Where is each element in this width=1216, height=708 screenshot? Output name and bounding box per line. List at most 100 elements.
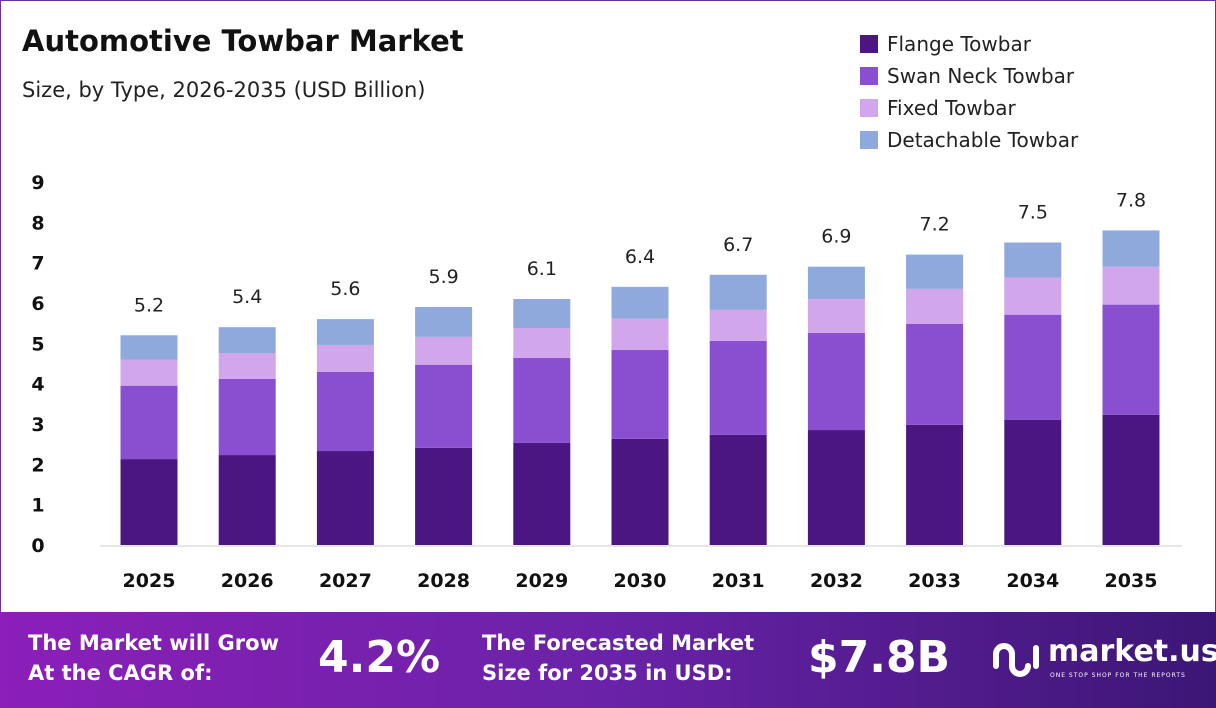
logo-icon (993, 643, 1039, 677)
logo-tagline: ONE STOP SHOP FOR THE REPORTS (1050, 672, 1186, 679)
y-tick-label: 5 (31, 333, 44, 355)
bar-segment (1102, 266, 1160, 305)
y-tick-label: 4 (31, 374, 44, 396)
bar-segment (906, 288, 964, 324)
bar-segment (120, 335, 178, 360)
bar-segment (316, 371, 374, 452)
bar-segment (1004, 419, 1062, 545)
bar-segment (1004, 242, 1062, 278)
legend-item: Swan Neck Towbar (860, 60, 1078, 92)
bar-segment (709, 340, 767, 435)
y-tick-label: 7 (31, 253, 44, 275)
bar-segment (709, 309, 767, 341)
bar-segment (807, 332, 865, 431)
bar-segment (218, 327, 276, 354)
legend: Flange Towbar Swan Neck Towbar Fixed Towba… (860, 28, 1078, 156)
legend-swatch (860, 67, 878, 85)
x-tick-label: 2034 (1006, 570, 1059, 592)
legend-label: Flange Towbar (887, 32, 1031, 56)
legend-label: Fixed Towbar (887, 96, 1016, 120)
chart-subtitle: Size, by Type, 2026-2035 (USD Billion) (22, 78, 426, 102)
bar-segment (316, 319, 374, 345)
bar-segment (218, 378, 276, 456)
bar-segment (513, 357, 571, 443)
legend-swatch (860, 99, 878, 117)
bar-segment (906, 254, 964, 289)
bar-segment (1102, 414, 1160, 545)
total-label: 5.2 (134, 294, 164, 316)
x-tick-label: 2026 (221, 570, 274, 592)
y-tick-label: 8 (31, 212, 44, 234)
legend-item: Detachable Towbar (860, 124, 1078, 156)
y-tick-label: 9 (31, 172, 44, 194)
bar-segment (415, 307, 473, 337)
bar-segment (218, 353, 276, 379)
bar-segment (611, 318, 669, 350)
bar-segment (513, 442, 571, 545)
x-tick-label: 2035 (1105, 570, 1158, 592)
bar-segment (611, 438, 669, 545)
x-tick-label: 2025 (123, 570, 176, 592)
logo-name: market.us (1048, 634, 1216, 669)
bar-segment (513, 328, 571, 358)
bar-segment (1004, 277, 1062, 315)
y-tick-label: 3 (31, 414, 44, 436)
bar-segment (316, 344, 374, 372)
x-tick-label: 2033 (908, 570, 961, 592)
chart-title: Automotive Towbar Market (22, 24, 464, 58)
total-label: 5.9 (428, 266, 458, 288)
bar-segment (513, 298, 571, 329)
total-label: 6.9 (821, 226, 851, 248)
legend-item: Fixed Towbar (860, 92, 1078, 124)
bar-segment (906, 323, 964, 425)
cagr-value: 4.2% (318, 632, 441, 683)
legend-swatch (860, 131, 878, 149)
total-label: 5.4 (232, 286, 262, 308)
bar-segment (709, 434, 767, 545)
total-label: 6.4 (625, 246, 655, 268)
bar-segment (415, 447, 473, 545)
bar-segment (906, 424, 964, 545)
bar-segment (611, 349, 669, 439)
bar-segment (807, 298, 865, 333)
bar-segment (415, 364, 473, 448)
total-label: 6.7 (723, 234, 753, 256)
total-label: 7.5 (1018, 202, 1048, 224)
size-label-1: The Forecasted Market (482, 631, 755, 655)
y-tick-label: 6 (31, 293, 44, 315)
x-tick-label: 2027 (319, 570, 372, 592)
y-tick-label: 2 (31, 454, 44, 476)
legend-swatch (860, 35, 878, 53)
legend-label: Swan Neck Towbar (887, 64, 1075, 88)
bar-segment (709, 274, 767, 310)
bar-segment (1004, 314, 1062, 420)
x-tick-label: 2029 (515, 570, 568, 592)
bar-segment (1102, 304, 1160, 415)
bar-segment (120, 385, 178, 460)
bar-segment (218, 455, 276, 545)
total-label: 5.6 (330, 278, 360, 300)
y-tick-label: 1 (31, 495, 44, 517)
bar-segment (1102, 230, 1160, 267)
legend-item: Flange Towbar (860, 28, 1078, 60)
bar-segment (316, 451, 374, 545)
x-tick-label: 2028 (417, 570, 470, 592)
total-label: 7.2 (919, 214, 949, 236)
bar-chart: 0 1 2 3 4 5 6 7 8 9 5.2 2025 5.4 2026 5.6 2027 5.9 2028 6.… (31, 172, 1182, 592)
total-label: 7.8 (1116, 189, 1146, 211)
bar-segment (807, 266, 865, 299)
legend-label: Detachable Towbar (887, 128, 1079, 152)
size-label-2: Size for 2035 in USD: (482, 661, 733, 685)
cagr-label-2: At the CAGR of: (28, 661, 213, 685)
x-tick-label: 2031 (712, 570, 765, 592)
cagr-label-1: The Market will Grow (28, 631, 279, 655)
bar-segment (120, 359, 178, 386)
bar-segment (120, 459, 178, 545)
size-value: $7.8B (808, 632, 951, 683)
x-tick-label: 2030 (614, 570, 667, 592)
y-tick-label: 0 (31, 535, 44, 557)
total-label: 6.1 (527, 258, 557, 280)
x-tick-label: 2032 (810, 570, 863, 592)
bar-segment (807, 430, 865, 545)
bar-segment (611, 286, 669, 319)
